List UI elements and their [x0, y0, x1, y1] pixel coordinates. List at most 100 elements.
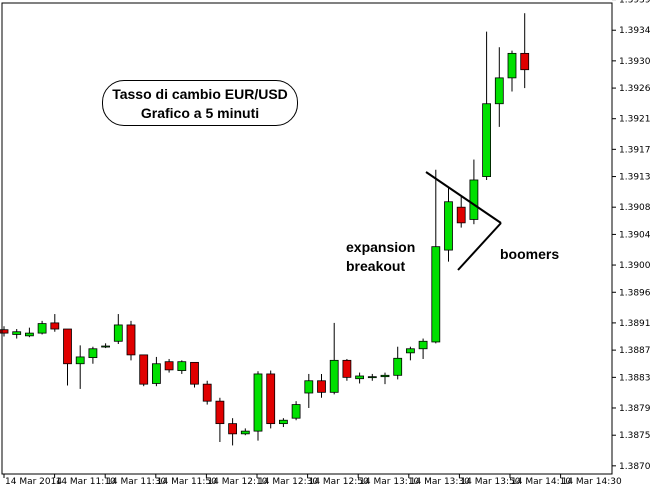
candle: [12, 329, 22, 339]
y-tick-label: 1.39130: [619, 173, 650, 183]
candle-body: [151, 363, 161, 384]
y-tick-label: 1.39170: [619, 145, 650, 155]
candle: [304, 373, 314, 408]
candle-body: [317, 380, 326, 393]
candle-body: [75, 356, 85, 365]
candle-body: [12, 331, 22, 335]
candle-body: [88, 348, 98, 359]
candle-body: [126, 324, 136, 356]
x-tick-label: 14 Mar 12:50: [309, 477, 369, 487]
x-tick-label: 14 Mar 2014: [5, 477, 62, 487]
candle-body: [266, 373, 276, 425]
candle: [342, 358, 352, 381]
candle-body: [37, 323, 47, 334]
y-tick-label: 1.38915: [619, 319, 650, 329]
candle: [202, 380, 212, 405]
candle-body: [113, 324, 123, 342]
candle: [482, 31, 492, 180]
candle-body: [177, 361, 187, 371]
candle: [126, 320, 136, 361]
plot-frame: [1, 2, 613, 475]
candle: [278, 418, 288, 428]
candle: [88, 346, 98, 364]
chart-title: Tasso di cambio EUR/USD: [112, 86, 288, 102]
y-tick-label: 1.38875: [619, 346, 650, 356]
candle: [228, 418, 238, 446]
candle: [177, 360, 187, 374]
x-tick-label: 14 Mar 14:10: [511, 477, 571, 487]
y-tick-label: 1.39215: [619, 115, 650, 125]
candle-body: [101, 345, 110, 348]
candle-body: [507, 52, 517, 79]
candle: [431, 169, 441, 344]
candle: [101, 343, 110, 349]
candle: [253, 371, 263, 441]
candle: [37, 320, 47, 335]
expansion-breakout-annotation: expansion breakout: [346, 238, 415, 276]
x-tick-label: 14 Mar 14:30: [562, 477, 622, 487]
candle: [291, 401, 301, 421]
candle: [0, 326, 9, 337]
candle: [164, 358, 174, 373]
y-tick-label: 1.39260: [619, 84, 650, 94]
candle: [139, 354, 149, 387]
candle: [444, 186, 453, 262]
pattern-line-upper: [425, 171, 502, 224]
candle-body: [240, 430, 250, 435]
candle: [317, 373, 326, 398]
x-tick-label: 14 Mar 11:50: [157, 477, 217, 487]
candle: [329, 322, 339, 395]
candle: [355, 372, 365, 384]
candle: [418, 338, 428, 359]
candle: [507, 50, 517, 92]
x-tick-label: 14 Mar 13:30: [410, 477, 470, 487]
candle: [367, 373, 377, 381]
candle-body: [520, 52, 530, 71]
candle: [405, 346, 415, 361]
x-tick-label: 14 Mar 11:10: [56, 477, 116, 487]
x-tick-label: 14 Mar 12:30: [258, 477, 318, 487]
candle-body: [202, 383, 212, 402]
y-tick-label: 1.39390: [619, 0, 650, 6]
expansion-label: expansion: [346, 239, 416, 255]
y-tick-label: 1.38960: [619, 288, 650, 298]
candle: [456, 196, 466, 228]
candle-body: [190, 361, 199, 385]
candle-body: [253, 373, 263, 432]
boomers-annotation: boomers: [500, 246, 560, 262]
candle: [266, 370, 276, 429]
y-tick-label: 1.39345: [619, 26, 650, 36]
candle: [215, 397, 225, 443]
candle-body: [494, 77, 504, 105]
x-tick-label: 14 Mar 13:10: [359, 477, 419, 487]
candle-body: [393, 357, 403, 376]
candle-body: [482, 103, 492, 177]
breakout-label: breakout: [346, 258, 406, 274]
candle-body: [444, 201, 453, 251]
candle-body: [63, 328, 72, 365]
candle-body: [50, 322, 60, 330]
candle-body: [329, 359, 339, 393]
y-tick-label: 1.39045: [619, 230, 650, 240]
y-tick-label: 1.38705: [619, 462, 650, 472]
candle: [240, 428, 250, 436]
candle-body: [431, 246, 441, 343]
candle-body: [304, 380, 314, 394]
candle: [520, 13, 530, 89]
candle-body: [355, 375, 365, 380]
candle: [63, 328, 72, 386]
y-tick-label: 1.39085: [619, 203, 650, 213]
candle-body: [418, 340, 428, 350]
candle: [469, 159, 479, 225]
candle: [190, 361, 199, 388]
candle-body: [342, 359, 352, 378]
candle-body: [278, 419, 288, 425]
candle-body: [0, 329, 9, 334]
candle: [393, 346, 403, 380]
candle-body: [469, 179, 479, 220]
candle: [151, 356, 161, 387]
y-tick-label: 1.38835: [619, 373, 650, 383]
candle: [50, 314, 60, 332]
